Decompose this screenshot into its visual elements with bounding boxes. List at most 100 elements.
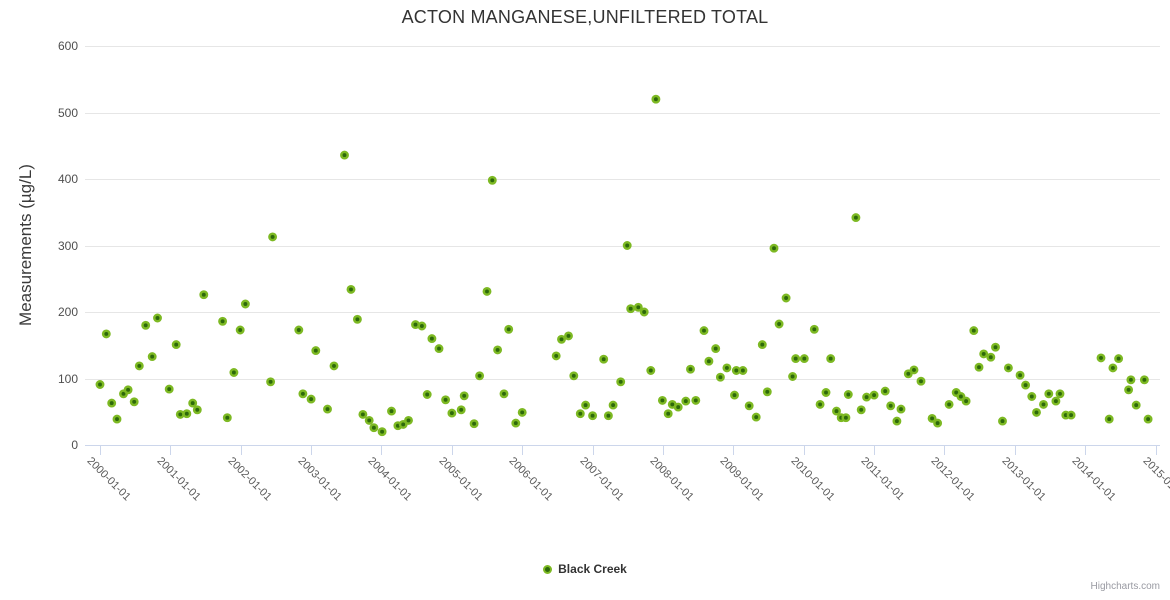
data-point [171, 340, 181, 350]
data-point [986, 352, 996, 362]
x-axis-label: 2001-01-01 [154, 455, 204, 504]
x-axis-label: 2004-01-01 [365, 455, 415, 504]
data-point [557, 334, 566, 344]
y-axis-label: 600 [57, 39, 78, 53]
x-axis-label: 2007-01-01 [577, 455, 626, 504]
x-axis-labels: 2000-01-01 2001-01-01 2002-01-01 2003-01-01… [0, 455, 1170, 565]
data-point [974, 362, 984, 372]
data-point [404, 415, 413, 425]
data-point [141, 320, 151, 330]
data-point [715, 372, 725, 382]
data-point [657, 395, 667, 405]
data-point [1066, 410, 1076, 420]
data-point [266, 377, 276, 387]
data-point [815, 399, 825, 409]
data-point [482, 286, 492, 296]
data-point [1124, 385, 1134, 395]
data-point [364, 415, 374, 425]
data-point [517, 407, 527, 417]
credits-link[interactable]: Highcharts.com [1090, 581, 1160, 592]
data-point [616, 377, 626, 387]
x-axis-label: 2011-01-01 [858, 455, 907, 503]
data-point [1051, 396, 1061, 406]
data-point [493, 345, 503, 355]
legend-label: Black Creek [558, 562, 627, 576]
data-point [369, 423, 379, 433]
data-point [306, 394, 316, 404]
data-point [112, 414, 122, 424]
data-point [841, 413, 851, 423]
data-point [323, 404, 332, 414]
x-axis-label: 2015-01-01 [1140, 455, 1170, 504]
data-point [826, 354, 836, 364]
data-point [933, 418, 943, 428]
data-point [298, 389, 308, 399]
data-point [903, 369, 913, 379]
data-point [639, 307, 649, 317]
data-point [832, 406, 841, 416]
x-axis-label: 2014-01-01 [1069, 455, 1118, 504]
data-point [762, 387, 772, 397]
data-point [459, 391, 469, 401]
x-axis-label: 2008-01-01 [647, 455, 696, 504]
data-point [240, 299, 250, 309]
data-point [781, 293, 791, 303]
data-point [821, 388, 831, 397]
y-axis-label: 200 [57, 305, 78, 319]
data-point [944, 399, 954, 409]
y-axis-label: 500 [57, 105, 78, 120]
data-point [608, 400, 618, 410]
data-point [663, 409, 673, 419]
data-point [1039, 399, 1048, 409]
data-point [1055, 389, 1065, 399]
data-point [646, 366, 656, 375]
data-point [757, 340, 767, 350]
data-point [681, 396, 691, 406]
data-point [843, 390, 853, 399]
data-point [927, 413, 937, 423]
chart-title: ACTON MANGANESE,UNFILTERED TOTAL [401, 7, 769, 27]
data-point [352, 314, 362, 324]
data-point [856, 405, 866, 415]
data-point [744, 401, 754, 411]
y-axis-label: 0 [71, 438, 78, 452]
data-point [979, 349, 989, 359]
data-point [153, 313, 162, 323]
data-point [691, 395, 701, 405]
data-point [599, 354, 609, 364]
data-point [569, 371, 579, 381]
data-point [95, 380, 105, 389]
data-point [1096, 353, 1106, 363]
data-point [603, 411, 613, 421]
data-point [699, 326, 709, 336]
data-point [164, 384, 174, 394]
data-point [851, 213, 861, 223]
data-point [222, 413, 232, 423]
data-point [358, 409, 368, 419]
legend-item-black-creek[interactable]: Black Creek [543, 562, 627, 576]
data-point [791, 354, 801, 364]
data-point [961, 396, 971, 406]
data-point [909, 365, 919, 375]
x-axis-label: 2003-01-01 [295, 455, 344, 504]
data-point [1015, 370, 1025, 380]
data-point [916, 376, 926, 386]
data-point [1131, 400, 1141, 410]
data-point [575, 409, 585, 419]
data-point [1114, 354, 1124, 364]
data-point [129, 397, 139, 407]
data-point [1021, 380, 1031, 390]
data-point [1126, 375, 1136, 385]
data-point [487, 175, 497, 185]
data-point [229, 368, 239, 377]
data-point [294, 325, 304, 335]
data-point [504, 324, 514, 334]
data-point [730, 390, 739, 400]
data-point [456, 405, 466, 415]
data-point [134, 361, 144, 371]
data-point [1143, 414, 1153, 424]
data-point [869, 390, 879, 400]
data-point [101, 329, 111, 339]
